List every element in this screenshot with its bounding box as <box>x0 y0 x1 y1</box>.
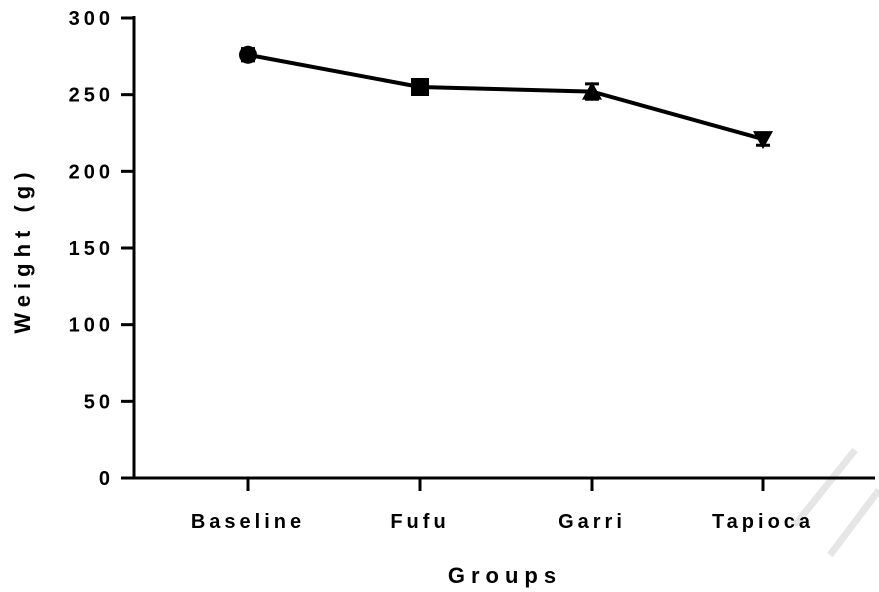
axes <box>132 16 875 480</box>
watermark-stroke-2 <box>827 487 879 558</box>
x-ticks: Baseline Fufu Garri Tapioca <box>191 478 814 533</box>
x-tick-label: Baseline <box>191 511 305 533</box>
x-tick-label: Tapioca <box>712 511 814 533</box>
y-tick-label: 150 <box>69 238 114 260</box>
y-ticks: 0 50 100 150 200 250 300 <box>69 8 134 490</box>
y-tick-label: 250 <box>69 85 114 107</box>
data-point <box>411 78 429 96</box>
y-tick-label: 200 <box>69 161 114 183</box>
series-line <box>247 52 764 142</box>
watermark <box>792 447 879 558</box>
y-tick-label: 300 <box>69 8 114 30</box>
y-tick-label: 0 <box>99 468 114 490</box>
data-point <box>753 131 773 150</box>
y-axis-title: Weight (g) <box>10 166 35 333</box>
x-tick-label: Garri <box>558 511 626 533</box>
data-point <box>582 81 602 100</box>
x-axis-title: Groups <box>448 563 562 588</box>
watermark-stroke-1 <box>792 447 858 528</box>
y-tick-label: 100 <box>69 315 114 337</box>
y-tick-label: 50 <box>84 391 114 413</box>
data-point <box>239 45 257 64</box>
series <box>239 45 773 150</box>
x-tick-label: Fufu <box>390 511 449 533</box>
